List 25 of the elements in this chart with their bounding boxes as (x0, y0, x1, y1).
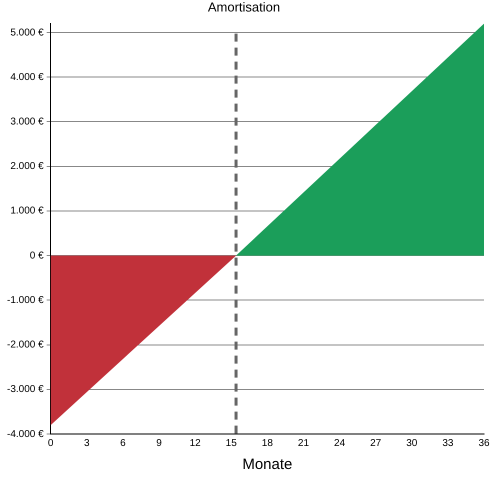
y-tick-label: 5.000 € (10, 27, 44, 38)
chart-title: Amortisation (208, 0, 280, 14)
y-tick-label: 0 € (30, 250, 44, 262)
x-tick-label: 33 (442, 438, 454, 449)
y-tick-label: -4.000 € (6, 428, 44, 440)
x-tick-label: 36 (478, 438, 490, 449)
y-tick-label: 3.000 € (10, 116, 44, 128)
x-tick-label: 15 (226, 438, 238, 449)
x-tick-label: 21 (298, 438, 310, 449)
y-tick-label: 4.000 € (10, 72, 44, 83)
x-tick-label: 30 (406, 438, 418, 449)
y-tick-label: -3.000 € (6, 384, 44, 396)
x-tick-label: 24 (334, 438, 346, 449)
y-tick-label: 1.000 € (10, 206, 44, 217)
x-tick-label: 6 (120, 438, 126, 449)
y-tick-label: -2.000 € (6, 340, 44, 351)
x-tick-label: 0 (48, 438, 54, 449)
x-axis-title: Monate (242, 456, 292, 474)
x-tick-label: 18 (262, 438, 274, 449)
x-tick-label: 12 (190, 438, 202, 449)
x-tick-label: 3 (84, 438, 90, 449)
y-tick-label: 2.000 € (10, 161, 44, 172)
x-tick-label: 9 (156, 438, 162, 449)
x-tick-label: 27 (370, 438, 382, 449)
y-tick-label: -1.000 € (6, 294, 44, 306)
